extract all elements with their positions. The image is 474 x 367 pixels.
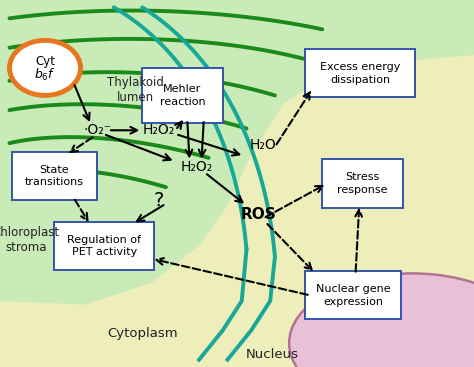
- Text: ?: ?: [154, 190, 164, 210]
- Text: Stress
response: Stress response: [337, 172, 388, 195]
- Text: $b_6f$: $b_6f$: [34, 67, 56, 83]
- Text: Mehler
reaction: Mehler reaction: [160, 84, 205, 107]
- Text: Regulation of
PET activity: Regulation of PET activity: [67, 235, 141, 257]
- Text: Chloroplast
stroma: Chloroplast stroma: [0, 226, 60, 254]
- FancyBboxPatch shape: [305, 49, 415, 97]
- Text: Excess energy
dissipation: Excess energy dissipation: [320, 62, 401, 85]
- Text: Cytoplasm: Cytoplasm: [107, 327, 177, 341]
- Text: H₂O₂: H₂O₂: [181, 160, 213, 174]
- Text: ·O₂⁻: ·O₂⁻: [83, 123, 111, 137]
- Text: State
transitions: State transitions: [25, 165, 84, 188]
- Text: Nucleus: Nucleus: [246, 348, 299, 361]
- Polygon shape: [0, 0, 474, 305]
- Text: ROS: ROS: [240, 207, 276, 222]
- FancyBboxPatch shape: [305, 272, 401, 319]
- Text: H₂O₂: H₂O₂: [143, 123, 175, 137]
- FancyBboxPatch shape: [54, 222, 155, 270]
- Text: Cyt: Cyt: [35, 55, 55, 68]
- Text: H₂O: H₂O: [250, 138, 276, 152]
- FancyBboxPatch shape: [142, 68, 223, 123]
- FancyBboxPatch shape: [11, 152, 98, 200]
- Ellipse shape: [289, 273, 474, 367]
- FancyBboxPatch shape: [322, 159, 403, 208]
- Circle shape: [9, 40, 81, 95]
- Text: Thylakoid
lumen: Thylakoid lumen: [107, 76, 164, 104]
- Text: Nuclear gene
expression: Nuclear gene expression: [316, 284, 391, 307]
